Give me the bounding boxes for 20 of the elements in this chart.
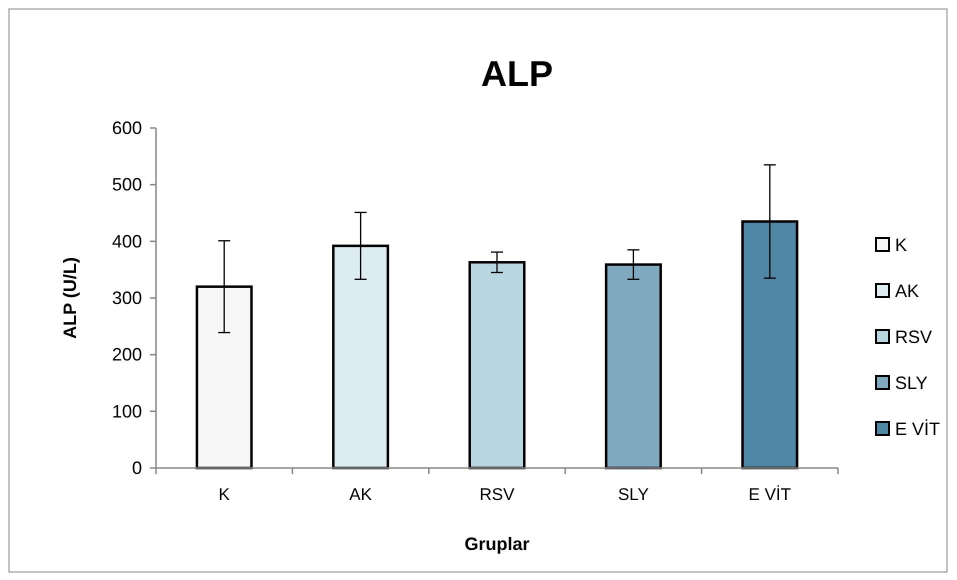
x-tick-label: AK [349,485,373,504]
legend-label: RSV [895,327,932,347]
y-tick-label: 300 [112,288,142,308]
y-tick-label: 500 [112,174,142,195]
legend-label: K [895,235,908,255]
y-tick-label: 200 [112,344,142,365]
y-axis-title: ALP (U/L) [60,257,80,339]
y-tick-label: 600 [112,118,142,138]
x-tick-label: E VİT [748,485,792,504]
legend-label: E VİT [895,419,940,439]
x-tick-label: SLY [618,485,649,504]
y-tick-label: 0 [132,458,142,478]
x-axis-title: Gruplar [464,534,530,554]
legend-label: AK [895,281,920,301]
x-tick-label: K [218,485,231,504]
chart-title: ALP [481,53,553,94]
y-tick-label: 100 [112,401,142,422]
legend-label: SLY [895,373,928,393]
y-tick-label: 400 [112,231,142,252]
x-tick-label: RSV [480,485,516,504]
